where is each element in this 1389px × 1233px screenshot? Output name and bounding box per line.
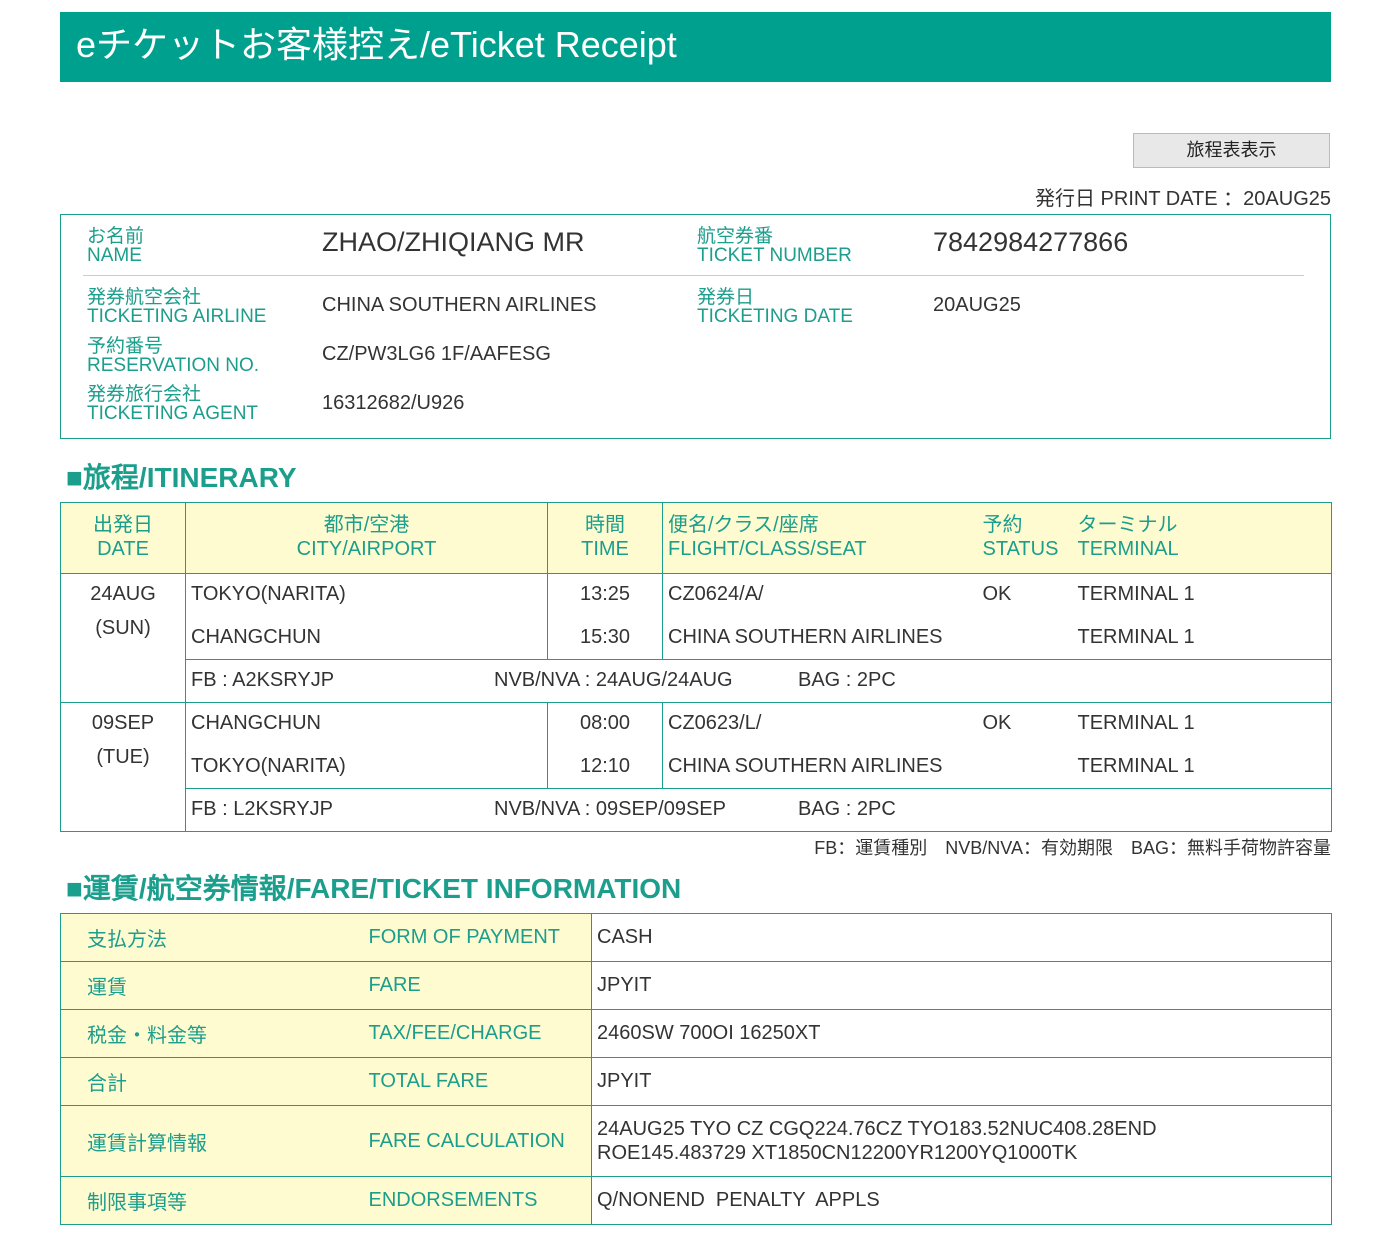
fare-value: JPYIT [591,961,1332,1010]
arrival-time: 12:10 [547,745,663,789]
fare-label-en: FARE [360,961,592,1010]
ticketing-airline: CHINA SOUTHERN AIRLINES [322,294,597,316]
fare-basis-cell: FB : L2KSRYJP NVB/NVA : 09SEP/09SEP BAG : … [185,788,1332,832]
empty-cell [977,745,1073,789]
fare-label-en: FORM OF PAYMENT [360,913,592,962]
fare-basis: FB : A2KSRYJP [191,669,335,691]
fare-basis-cell: FB : A2KSRYJP NVB/NVA : 24AUG/24AUG BAG : … [185,659,1332,703]
header-terminal: ターミナル TERMINAL [1072,502,1332,574]
departure-time: 08:00 [547,702,663,746]
fare-value: 24AUG25 TYO CZ CGQ224.76CZ TYO183.52NUC4… [591,1105,1332,1177]
fare-basis: FB : L2KSRYJP [191,798,333,820]
print-date: 発行日 PRINT DATE ：20AUG25 [1035,188,1331,210]
main-content: ■旅程/ITINERARY 出発日 DATE 都市/空港 CITY/AIRPORT … [60,459,1332,1225]
fare-label-jp: 運賃 [60,961,361,1010]
arrival-time: 15:30 [547,616,663,660]
segment-date: 09SEP (TUE) [60,702,186,832]
name-label: お名前 NAME [87,226,145,266]
flight-number: CZ0623/L/ [662,702,978,746]
ticketing-date-label: 発券日 TICKETING DATE [697,287,853,327]
fare-row: 制限事項等 ENDORSEMENTS Q/NONEND PENALTY APPLS [60,1176,1332,1225]
reservation-number: CZ/PW3LG6 1F/AAFESG [322,343,551,365]
fare-heading: ■運賃/航空券情報/FARE/TICKET INFORMATION [66,873,682,904]
reservation-label: 予約番号 RESERVATION NO. [87,336,260,376]
empty-cell [977,616,1073,660]
header-status: 予約 STATUS [977,502,1073,574]
fare-row: 運賃計算情報 FARE CALCULATION 24AUG25 TYO CZ CGQ… [60,1105,1332,1177]
flight-number: CZ0624/A/ [662,573,978,617]
status: OK [977,573,1073,617]
fare-basis-row: FB : L2KSRYJP NVB/NVA : 09SEP/09SEP BAG : … [61,788,1332,832]
baggage: BAG : 2PC [798,798,896,820]
fare-value: 2460SW 700OI 16250XT [591,1009,1332,1058]
fare-basis-row: FB : A2KSRYJP NVB/NVA : 24AUG/24AUG BAG : … [61,659,1332,703]
arrival-terminal: TERMINAL 1 [1072,745,1332,789]
departure-terminal: TERMINAL 1 [1072,573,1332,617]
status: OK [977,702,1073,746]
fare-label-en: TAX/FEE/CHARGE [360,1009,592,1058]
segment-row-arrival: CHANGCHUN 15:30 CHINA SOUTHERN AIRLINES … [61,616,1332,660]
fare-label-jp: 支払方法 [60,913,361,962]
passenger-name: ZHAO/ZHIQIANG MR [322,227,585,257]
fare-row: 運賃 FARE JPYIT [60,961,1332,1010]
fare-value: Q/NONEND PENALTY APPLS [591,1176,1332,1225]
header-date: 出発日 DATE [60,502,186,574]
departure-city: CHANGCHUN [185,702,548,746]
itinerary-heading: ■旅程/ITINERARY [66,462,297,493]
arrival-city: TOKYO(NARITA) [185,745,548,789]
page-title: eチケットお客様控え/eTicket Receipt [60,12,1331,82]
nvb-nva: NVB/NVA : 09SEP/09SEP [494,798,726,820]
divider [83,275,1304,276]
segment-row: 24AUG (SUN) TOKYO(NARITA) 13:25 CZ0624/A/… [60,573,1332,703]
arrival-terminal: TERMINAL 1 [1072,616,1332,660]
arrival-city: CHANGCHUN [185,616,548,660]
fare-label-jp: 合計 [60,1057,361,1106]
fare-label-en: ENDORSEMENTS [360,1176,592,1225]
agent-label: 発券旅行会社 TICKETING AGENT [87,384,259,424]
header-time: 時間 TIME [547,502,663,574]
fare-row: 合計 TOTAL FARE JPYIT [60,1057,1332,1106]
fare-label-jp: 運賃計算情報 [60,1105,361,1177]
ticket-number-label: 航空券番 TICKET NUMBER [697,226,852,266]
airline-label: 発券航空会社 TICKETING AIRLINE [87,287,267,327]
fare-value: CASH [591,913,1332,962]
segment-date: 24AUG (SUN) [60,573,186,703]
segment-row-arrival: TOKYO(NARITA) 12:10 CHINA SOUTHERN AIRLI… [61,745,1332,789]
ticketing-agent: 16312682/U926 [322,392,465,414]
fare-table: 支払方法 FORM OF PAYMENT CASH 運賃 FARE JPYIT 税金・料… [60,913,1332,1225]
fare-label-jp: 制限事項等 [60,1176,361,1225]
segment-row: 09SEP (TUE) CHANGCHUN 08:00 CZ0623/L/ OK … [60,702,1332,832]
itinerary-table: 出発日 DATE 都市/空港 CITY/AIRPORT 時間 TIME 便名/クラス/… [60,502,1332,832]
ticket-number: 7842984277866 [933,227,1129,257]
itinerary-header-row: 出発日 DATE 都市/空港 CITY/AIRPORT 時間 TIME 便名/クラス/… [60,502,1332,574]
fare-row: 税金・料金等 TAX/FEE/CHARGE 2460SW 700OI 16250XT [60,1009,1332,1058]
fare-row: 支払方法 FORM OF PAYMENT CASH [60,913,1332,962]
fare-label-en: FARE CALCULATION [360,1105,592,1177]
fare-value: JPYIT [591,1057,1332,1106]
header-flight: 便名/クラス/座席 FLIGHT/CLASS/SEAT [662,502,978,574]
ticketing-date: 20AUG25 [933,294,1021,316]
show-itinerary-button[interactable]: 旅程表表示 [1133,133,1330,168]
header-city: 都市/空港 CITY/AIRPORT [185,502,548,574]
nvb-nva: NVB/NVA : 24AUG/24AUG [494,669,733,691]
fare-label-en: TOTAL FARE [360,1057,592,1106]
departure-terminal: TERMINAL 1 [1072,702,1332,746]
departure-time: 13:25 [547,573,663,617]
operating-airline: CHINA SOUTHERN AIRLINES [662,745,978,789]
departure-city: TOKYO(NARITA) [185,573,548,617]
itinerary-legend: FB：運賃種別 NVB/NVA：有効期限 BAG：無料手荷物許容量 [814,838,1331,858]
fare-label-jp: 税金・料金等 [60,1009,361,1058]
operating-airline: CHINA SOUTHERN AIRLINES [662,616,978,660]
passenger-info-box: お名前 NAME ZHAO/ZHIQIANG MR 航空券番 TICKET NUMB… [60,214,1331,439]
baggage: BAG : 2PC [798,669,896,691]
